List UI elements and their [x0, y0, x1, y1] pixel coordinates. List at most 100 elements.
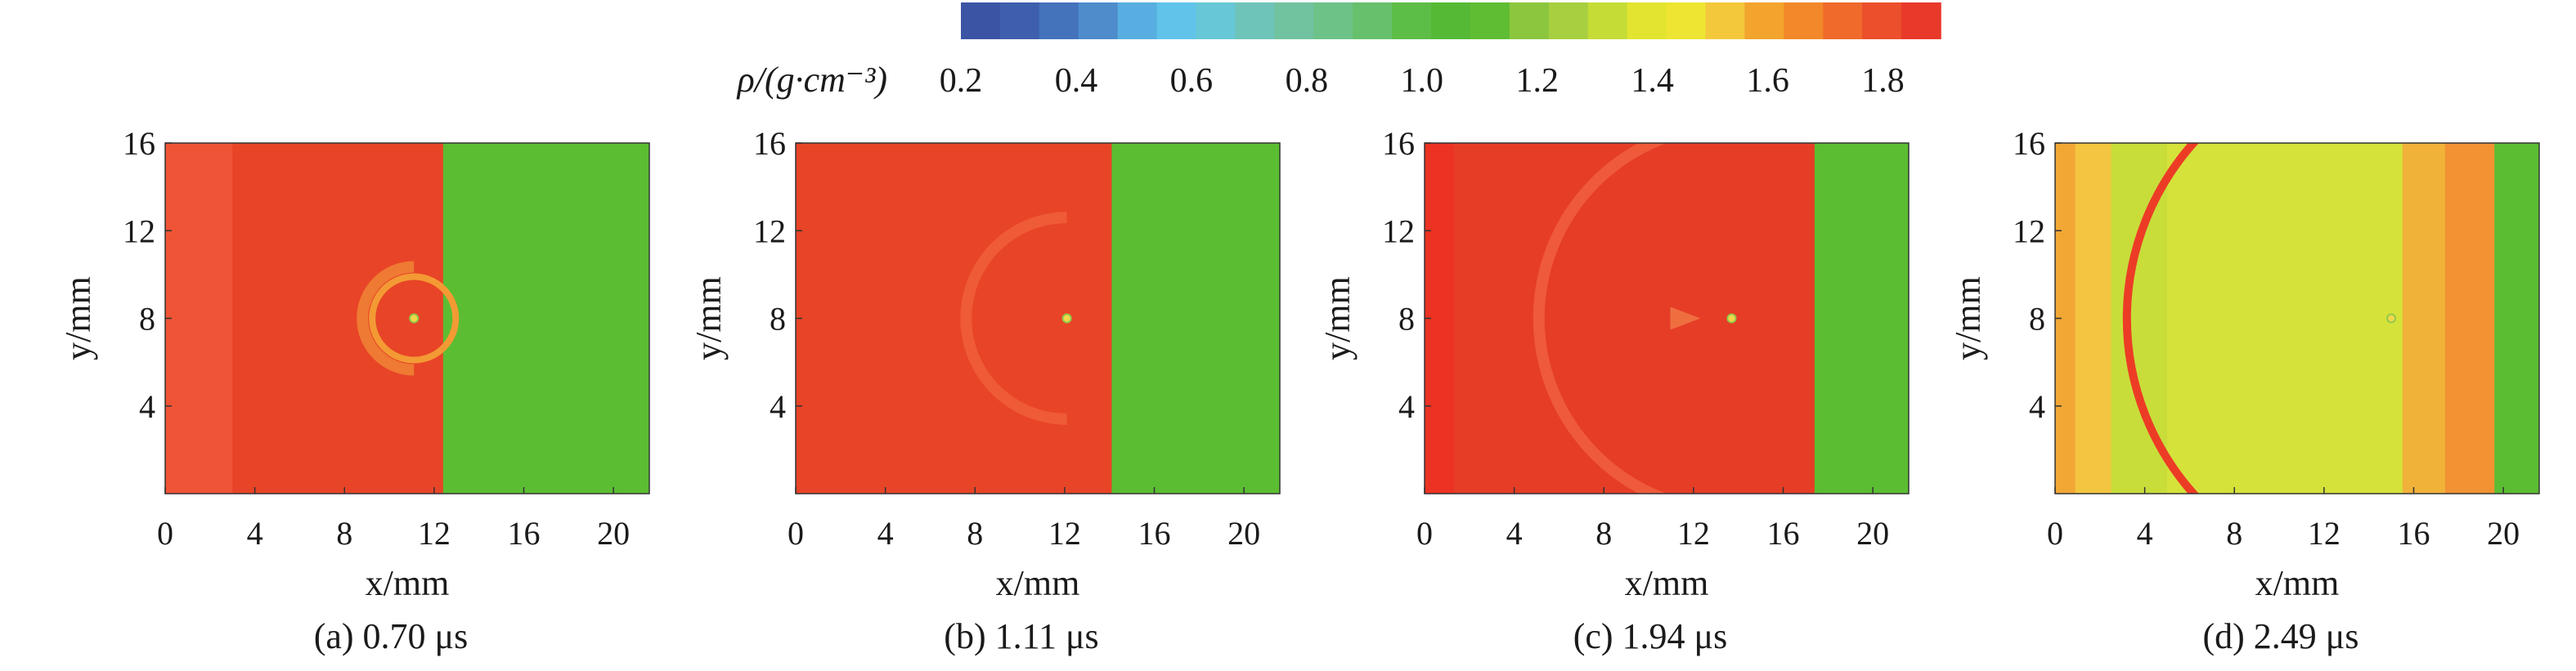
- colorbar-swatch: [1156, 2, 1197, 39]
- colorbar-swatch: [1666, 2, 1707, 39]
- x-tick-label: 8: [1595, 515, 1612, 552]
- x-axis-label: x/mm: [366, 563, 450, 603]
- y-tick-label: 4: [2029, 388, 2045, 425]
- colorbar-tick-label: 1.8: [1861, 62, 1905, 100]
- colorbar-swatch: [1392, 2, 1432, 39]
- y-tick-label: 12: [2013, 212, 2045, 249]
- y-tick-label: 12: [123, 212, 155, 249]
- colorbar-tick-label: 0.4: [1055, 62, 1098, 100]
- density-band: [2444, 143, 2495, 494]
- x-tick-label: 20: [1856, 515, 1889, 552]
- colorbar-swatch: [1470, 2, 1510, 39]
- density-band: [1453, 143, 1815, 494]
- x-tick-label: 16: [2398, 515, 2430, 552]
- shock-wave-front: [2122, 143, 2199, 494]
- x-tick-label: 16: [1138, 515, 1171, 552]
- density-panel: 0 4 8 12 16 20 4 8 12 16 x/mm y/mm (a) 0.70 μs: [58, 125, 650, 656]
- colorbar-swatch: [999, 2, 1040, 39]
- y-tick-label: 12: [1382, 212, 1415, 249]
- panel-caption: (d) 2.49 μs: [2202, 616, 2358, 656]
- colorbar-tick-label: 0.6: [1170, 62, 1214, 100]
- x-tick-label: 20: [1227, 515, 1260, 552]
- y-tick-label: 4: [770, 388, 786, 425]
- y-axis-label: y/mm: [58, 276, 98, 360]
- colorbar-swatch: [1862, 2, 1902, 39]
- x-tick-label: 4: [247, 515, 263, 552]
- density-band: [1111, 143, 1280, 494]
- colorbar-swatch: [1627, 2, 1667, 39]
- x-tick-label: 12: [1677, 515, 1710, 552]
- colorbar-swatch: [961, 2, 1001, 39]
- colorbar-swatch: [1196, 2, 1236, 39]
- y-tick-label: 4: [1398, 388, 1415, 425]
- x-tick-label: 20: [597, 515, 630, 552]
- y-tick-label: 8: [1398, 301, 1415, 338]
- shock-wave-front: [357, 261, 415, 376]
- colorbar: 0.2 0.4 0.6 0.8 1.0 1.2 1.4 1.6 1.8: [940, 2, 1941, 100]
- void-marker: [1726, 313, 1737, 324]
- x-tick-label: 0: [157, 515, 173, 552]
- x-tick-label: 12: [2308, 515, 2340, 552]
- x-tick-label: 8: [336, 515, 352, 552]
- x-tick-label: 4: [877, 515, 894, 552]
- density-band: [442, 143, 649, 494]
- x-tick-label: 16: [1767, 515, 1800, 552]
- density-band: [1814, 143, 1909, 494]
- colorbar-swatch: [1313, 2, 1353, 39]
- y-tick-label: 8: [770, 301, 786, 338]
- density-band: [2494, 143, 2539, 494]
- x-axis-label: x/mm: [2255, 563, 2340, 603]
- shock-wave-front: [960, 212, 1067, 425]
- density-band: [165, 143, 233, 494]
- y-axis-label: y/mm: [689, 276, 729, 360]
- colorbar-tick-label: 1.0: [1401, 62, 1444, 100]
- y-axis-label: y/mm: [1317, 276, 1358, 360]
- x-tick-label: 0: [788, 515, 804, 552]
- x-tick-label: 20: [2487, 515, 2520, 552]
- x-axis-label: x/mm: [1625, 563, 1709, 603]
- x-tick-label: 16: [508, 515, 541, 552]
- colorbar-swatch: [1274, 2, 1315, 39]
- panel-caption: (a) 0.70 μs: [314, 616, 469, 656]
- y-axis-label: y/mm: [1948, 276, 1988, 360]
- density-panel: 0 4 8 12 16 20 4 8 12 16 x/mm y/mm (d) 2.49 μs: [1948, 125, 2540, 656]
- colorbar-swatch: [1431, 2, 1471, 39]
- y-tick-label: 8: [139, 301, 155, 338]
- colorbar-tick-label: 1.4: [1631, 62, 1674, 100]
- density-band: [2167, 143, 2403, 494]
- x-tick-label: 8: [2226, 515, 2242, 552]
- x-tick-label: 0: [2047, 515, 2063, 552]
- x-tick-label: 0: [1416, 515, 1433, 552]
- x-tick-label: 8: [967, 515, 983, 552]
- void-marker: [1061, 313, 1072, 324]
- wave-ring-inner: [369, 273, 460, 364]
- colorbar-swatch: [1039, 2, 1079, 39]
- y-tick-label: 12: [753, 212, 786, 249]
- colorbar-swatch: [1235, 2, 1276, 39]
- density-band: [232, 143, 444, 494]
- density-band: [796, 143, 1113, 494]
- colorbar-swatch: [1901, 2, 1941, 39]
- x-tick-label: 4: [1506, 515, 1523, 552]
- panel-caption: (b) 1.11 μs: [944, 616, 1098, 656]
- x-tick-label: 4: [2137, 515, 2153, 552]
- y-tick-label: 16: [123, 125, 155, 162]
- y-tick-label: 16: [1382, 125, 1415, 162]
- x-axis-label: x/mm: [996, 563, 1080, 603]
- void-marker: [2386, 313, 2397, 324]
- colorbar-swatch: [1744, 2, 1785, 39]
- panels: 0 4 8 12 16 20 4 8 12 16 x/mm y/mm (a) 0.70 μs 0 4 8 12 1…: [58, 125, 2540, 656]
- y-tick-label: 16: [753, 125, 786, 162]
- density-panel: 0 4 8 12 16 20 4 8 12 16 x/mm y/mm (b) 1.11 μs: [689, 125, 1281, 656]
- density-band: [2075, 143, 2112, 494]
- panel-caption: (c) 1.94 μs: [1573, 616, 1728, 656]
- colorbar-tick-label: 1.2: [1515, 62, 1559, 100]
- plot-area: [1425, 143, 1909, 494]
- colorbar-swatch: [1548, 2, 1589, 39]
- plot-area: [165, 143, 649, 494]
- colorbar-tick-label: 1.6: [1746, 62, 1789, 100]
- colorbar-swatch: [1509, 2, 1550, 39]
- shock-wave-front: [1533, 143, 1667, 494]
- y-tick-label: 8: [2029, 301, 2045, 338]
